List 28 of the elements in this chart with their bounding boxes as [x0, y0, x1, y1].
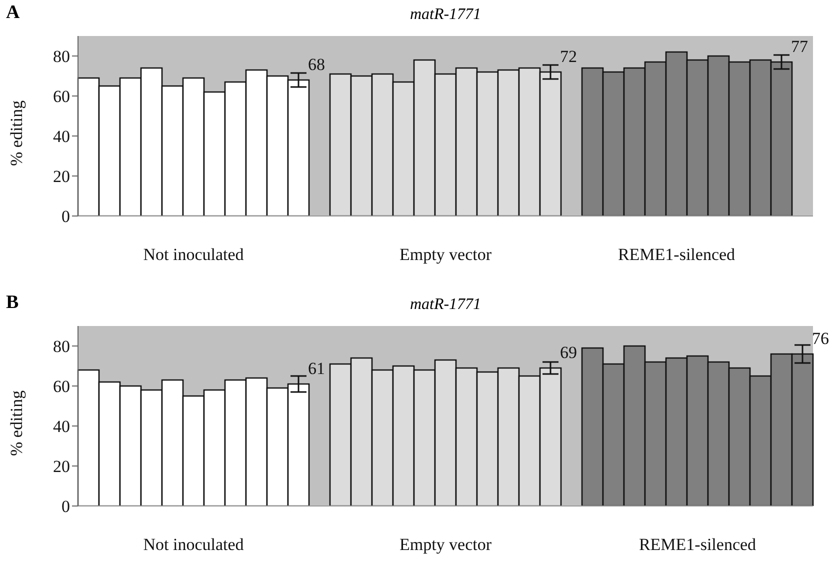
y-tick-label: 80 [53, 337, 70, 356]
chart-title: matR-1771 [408, 296, 482, 314]
y-tick-label: 60 [53, 87, 70, 106]
data-label: 72 [560, 47, 577, 66]
text: A [6, 2, 20, 23]
y-axis-title: % editing [7, 100, 26, 166]
x-tick-label: Not inoculated [143, 245, 244, 264]
data-label: 77 [791, 37, 808, 56]
y-tick-label: 80 [53, 47, 70, 66]
x-tick-label: Empty vector [399, 535, 492, 554]
y-axis-title: % editing [7, 390, 26, 456]
y-tick-label: 0 [62, 497, 70, 516]
data-label: 76 [812, 329, 829, 348]
y-tick-label: 40 [53, 417, 70, 436]
text: B [6, 292, 19, 313]
y-tick-label: 20 [53, 167, 70, 186]
y-tick-label: 0 [62, 207, 70, 226]
data-label: 68 [308, 55, 325, 74]
x-tick-label: REME1-silenced [618, 245, 736, 264]
y-tick-label: 20 [53, 457, 70, 476]
x-tick-label: REME1-silenced [638, 535, 757, 554]
data-label: 69 [560, 343, 577, 362]
x-tick-label: Not inoculated [143, 535, 244, 554]
y-tick-label: 60 [53, 377, 70, 396]
x-tick-label: Empty vector [399, 245, 492, 264]
data-label: 61 [308, 359, 325, 378]
y-tick-label: 40 [53, 127, 70, 146]
chart-title: matR-1771 [408, 6, 482, 24]
